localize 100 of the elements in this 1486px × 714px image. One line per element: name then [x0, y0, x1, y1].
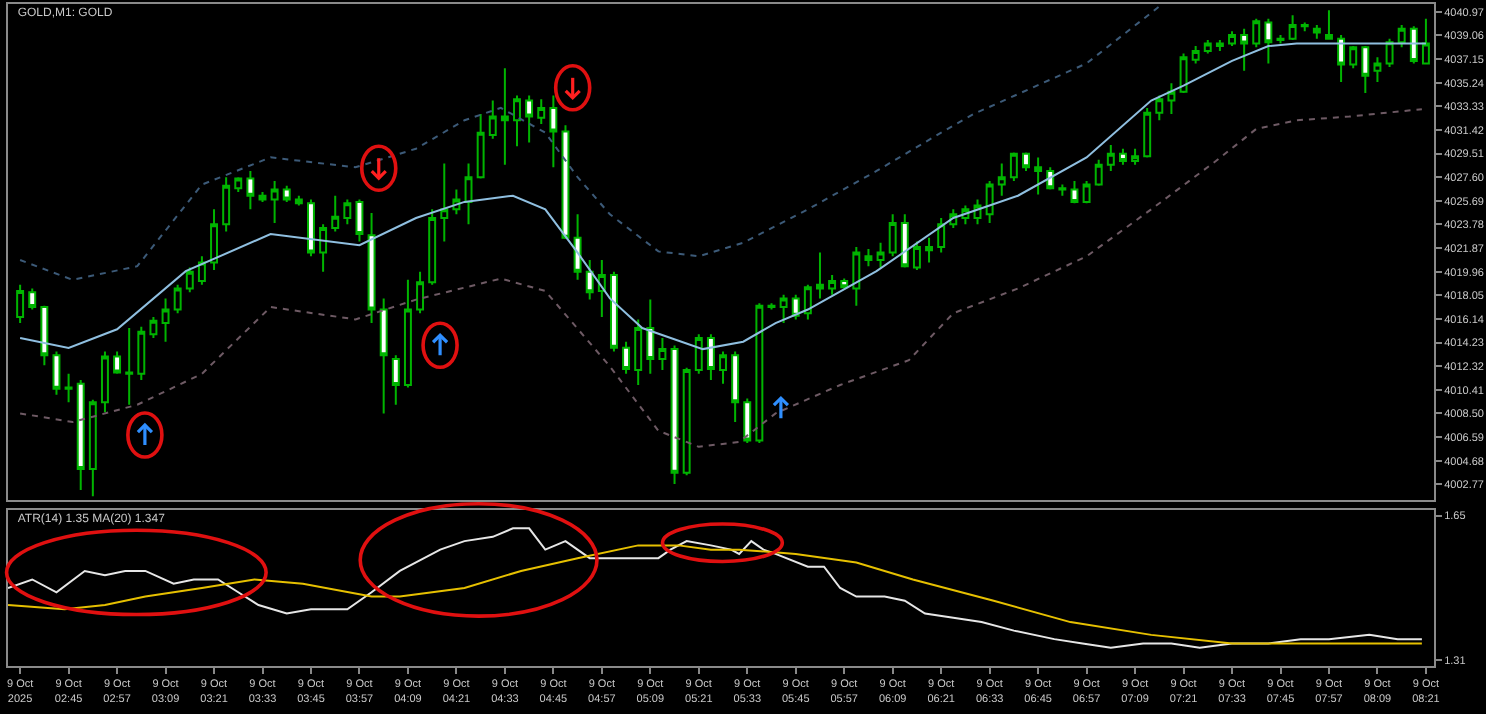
candlestick — [355, 198, 364, 243]
candlestick — [64, 372, 73, 404]
candlestick — [52, 350, 61, 396]
candlestick — [779, 293, 788, 325]
candlestick — [113, 350, 122, 375]
candlestick — [246, 169, 255, 211]
candlestick — [125, 327, 134, 406]
candlestick — [1131, 147, 1140, 166]
candlestick — [234, 176, 243, 193]
candlestick — [476, 113, 485, 180]
candlestick — [307, 198, 315, 258]
candlestick — [694, 333, 703, 375]
candlestick — [1215, 38, 1224, 52]
candlestick — [852, 245, 861, 307]
candlestick — [464, 162, 473, 226]
candlestick — [937, 216, 946, 254]
candlestick — [1397, 24, 1406, 49]
candlestick — [1385, 37, 1394, 69]
candlestick — [173, 283, 182, 315]
candlestick — [997, 162, 1006, 197]
candlestick — [488, 99, 497, 140]
candlestick — [731, 350, 740, 424]
candlestick — [573, 213, 582, 281]
candlestick — [925, 236, 934, 264]
candlestick — [864, 247, 873, 268]
candlestick — [210, 208, 218, 271]
candlestick — [1094, 158, 1103, 187]
candlestick — [622, 340, 631, 375]
line-series — [19, 42, 1427, 351]
candlestick — [222, 176, 231, 233]
candlestick — [137, 325, 146, 382]
candlestick — [1349, 45, 1358, 70]
candlestick — [888, 213, 897, 258]
candlestick — [1179, 52, 1188, 95]
candlestick — [1300, 21, 1309, 33]
candlestick — [331, 194, 340, 233]
candlestick — [585, 259, 594, 301]
candlestick — [367, 212, 376, 325]
candlestick — [1361, 45, 1370, 95]
candlestick — [16, 283, 25, 325]
candlestick — [1167, 82, 1176, 116]
candlestick — [1373, 56, 1382, 83]
candlestick — [294, 194, 303, 207]
candlestick — [985, 179, 994, 224]
candlestick — [500, 67, 509, 166]
candlestick — [403, 278, 412, 389]
candlestick — [900, 213, 909, 269]
candlestick — [76, 379, 85, 492]
candlestick — [440, 162, 449, 243]
candlestick — [682, 366, 691, 477]
candlestick — [40, 304, 49, 367]
candlestick — [1252, 17, 1261, 49]
candlestick — [1203, 38, 1212, 55]
candlestick — [912, 240, 921, 271]
candlestick — [549, 94, 558, 169]
candlestick — [1337, 33, 1346, 83]
candlestick — [1034, 156, 1043, 196]
candlestick — [658, 336, 667, 372]
candlestick — [379, 297, 388, 415]
candlestick — [1421, 17, 1430, 66]
candlestick — [743, 397, 752, 445]
candlestick — [1276, 33, 1285, 45]
candlestick — [791, 293, 800, 321]
candlestick — [513, 94, 521, 148]
candlestick — [719, 350, 727, 385]
line-series — [8, 544, 1423, 645]
candlestick — [537, 98, 546, 125]
candlestick — [816, 251, 824, 300]
line-series — [19, 5, 1161, 281]
candlestick — [88, 398, 97, 498]
candlestick — [1288, 14, 1297, 41]
candlestick — [1118, 147, 1127, 166]
candlestick — [149, 315, 158, 339]
candlestick — [343, 198, 352, 226]
candlestick — [1228, 30, 1236, 48]
candlestick — [1409, 25, 1418, 65]
candlestick — [1191, 45, 1200, 65]
candlestick — [100, 350, 109, 414]
candlestick — [706, 333, 715, 382]
candlestick — [670, 344, 679, 485]
candlestick — [185, 266, 194, 294]
candlestick — [391, 354, 400, 406]
line-series — [8, 527, 1423, 649]
candlestick — [1264, 17, 1273, 65]
candlestick — [1022, 151, 1030, 172]
candlestick — [828, 273, 837, 296]
candlestick — [28, 287, 37, 311]
candlestick — [319, 223, 328, 273]
candlestick — [416, 270, 425, 315]
candlestick — [1312, 24, 1321, 40]
candlestick — [1240, 27, 1249, 72]
candlestick — [1325, 9, 1333, 40]
candlestick — [1009, 151, 1018, 182]
candlestick — [1082, 179, 1091, 205]
candlestick — [803, 283, 812, 321]
candlestick — [197, 255, 206, 286]
candlestick — [161, 297, 170, 343]
candlestick — [597, 259, 606, 318]
candlestick — [609, 270, 618, 353]
candlestick — [876, 241, 885, 269]
